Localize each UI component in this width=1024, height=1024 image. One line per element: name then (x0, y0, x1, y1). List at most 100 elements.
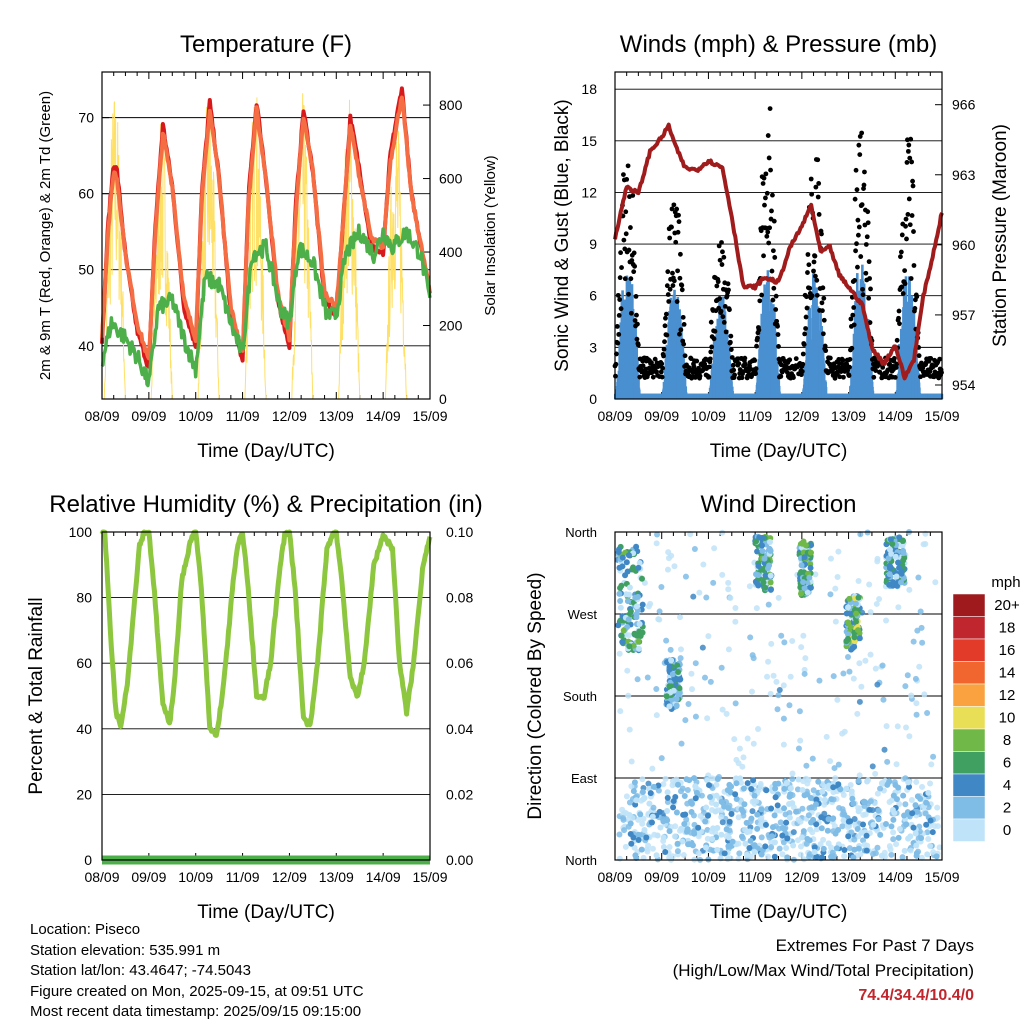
direction-point (786, 800, 793, 807)
direction-point (622, 572, 629, 579)
direction-point (820, 845, 827, 852)
direction-point (617, 708, 624, 715)
direction-point (633, 614, 640, 621)
direction-point (767, 690, 774, 697)
direction-point (832, 618, 839, 625)
gust-point (867, 276, 872, 281)
direction-point (620, 627, 627, 634)
direction-point (847, 782, 854, 789)
direction-point (784, 835, 791, 842)
direction-point (884, 781, 891, 788)
direction-point (809, 755, 816, 762)
direction-point (786, 814, 793, 821)
direction-point (780, 839, 787, 846)
direction-point (854, 826, 861, 833)
direction-point (800, 856, 807, 863)
x-tick-label: 14/09 (366, 408, 401, 424)
gust-point (911, 263, 917, 268)
gust-point (723, 329, 729, 335)
direction-point (819, 788, 826, 795)
direction-point (618, 582, 625, 589)
x-tick-label: 11/09 (226, 869, 260, 885)
direction-point (673, 696, 680, 703)
gust-point (613, 361, 619, 367)
gust-point (615, 292, 621, 298)
direction-point (847, 623, 854, 630)
x-tick-label: 14/09 (878, 408, 913, 424)
gust-point (678, 251, 683, 257)
direction-point (631, 779, 638, 786)
gust-point (768, 167, 773, 173)
direction-point (640, 854, 647, 861)
direction-point (721, 803, 728, 810)
direction-point (663, 693, 670, 700)
direction-point (696, 589, 703, 596)
gust-point (852, 196, 858, 202)
gust-point (756, 327, 762, 333)
direction-point (625, 692, 632, 699)
direction-point (699, 644, 706, 651)
direction-point (778, 632, 785, 639)
gust-point (617, 297, 623, 302)
gust-point (808, 176, 814, 182)
direction-point (723, 710, 730, 717)
direction-point (918, 624, 925, 631)
gust-point (676, 219, 682, 225)
solar-insolation-line (385, 130, 408, 400)
direction-point (735, 814, 742, 821)
direction-point (691, 775, 698, 782)
direction-point (635, 593, 642, 600)
direction-point (755, 726, 762, 733)
gust-point (742, 355, 748, 361)
direction-point (866, 806, 873, 813)
direction-point (908, 796, 915, 803)
x-tick-label: 12/09 (784, 869, 819, 885)
gust-point (803, 314, 809, 320)
direction-point (635, 638, 642, 645)
series-relative-humidity (99, 529, 433, 738)
legend-label: 8 (1003, 732, 1011, 749)
y-tick-label: North (565, 525, 597, 540)
direction-point (669, 671, 676, 678)
direction-point (754, 825, 761, 832)
direction-point (635, 836, 642, 843)
direction-point (894, 723, 901, 730)
gust-point (804, 305, 810, 311)
direction-point (887, 846, 894, 853)
direction-point (907, 847, 914, 854)
y-tick-label: 12 (581, 184, 597, 200)
direction-point (818, 825, 825, 832)
direction-point (900, 550, 907, 557)
direction-point (899, 854, 906, 861)
gust-point (864, 234, 870, 240)
direction-point (626, 584, 633, 591)
direction-point (882, 820, 889, 827)
gust-point (853, 167, 859, 173)
direction-point (753, 605, 760, 612)
direction-point (692, 783, 699, 790)
direction-point (740, 754, 747, 761)
direction-point (907, 833, 914, 840)
direction-point (801, 670, 808, 677)
direction-point (636, 645, 643, 652)
direction-point (779, 851, 786, 858)
direction-point (855, 594, 862, 601)
legend-swatch (952, 593, 986, 617)
direction-point (877, 831, 884, 838)
direction-point (637, 811, 644, 818)
gust-point (807, 285, 813, 291)
legend-label: 10 (999, 710, 1016, 727)
gust-point (822, 343, 828, 349)
gust-point (677, 331, 682, 337)
gust-point (674, 206, 680, 212)
direction-point (860, 798, 867, 805)
direction-point (877, 785, 884, 792)
gust-point (899, 284, 905, 290)
gust-point (764, 233, 770, 239)
gust-point (712, 328, 718, 334)
direction-point (653, 712, 660, 719)
gust-point (650, 374, 656, 380)
direction-point (873, 600, 880, 607)
direction-point (813, 826, 820, 833)
